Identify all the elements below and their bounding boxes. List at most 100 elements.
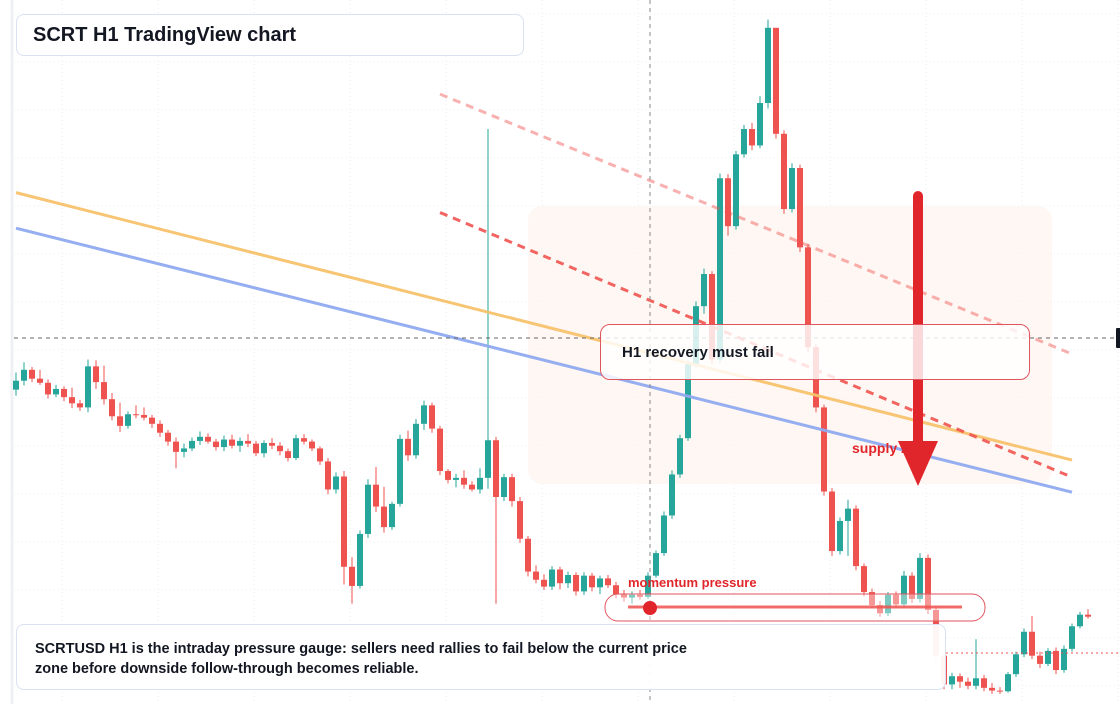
candle — [141, 407, 147, 421]
candle — [637, 590, 643, 600]
candle — [493, 436, 499, 604]
candle-body — [397, 438, 403, 504]
candle-body — [581, 575, 587, 592]
candle-body — [165, 432, 171, 442]
candle-body — [533, 571, 539, 580]
candle-body — [269, 442, 275, 446]
candle-body — [525, 538, 531, 572]
candle-body — [109, 399, 115, 417]
candle-body — [117, 416, 123, 426]
candle-body — [1085, 614, 1091, 617]
candle — [325, 458, 331, 495]
candle-body — [133, 414, 139, 416]
candle-body — [157, 423, 163, 433]
candle-body — [741, 129, 747, 155]
candle — [205, 433, 211, 444]
candle — [317, 446, 323, 465]
candle — [197, 431, 203, 446]
candle-body — [981, 678, 987, 688]
candle — [77, 399, 83, 411]
candle-body — [973, 678, 979, 686]
candle — [1037, 651, 1043, 669]
gauge-dot-icon — [643, 601, 657, 615]
candle-body — [1053, 650, 1059, 671]
candle-body — [141, 414, 147, 418]
candle — [573, 572, 579, 596]
candle-body — [789, 168, 795, 210]
candle — [821, 404, 827, 496]
candle — [669, 470, 675, 519]
candle-body — [645, 575, 651, 597]
candle-body — [989, 687, 995, 691]
candle-body — [893, 594, 899, 605]
candle — [125, 411, 131, 429]
candle — [101, 365, 107, 405]
candle — [269, 438, 275, 450]
candle-body — [69, 397, 75, 404]
candle — [789, 163, 795, 213]
candle-body — [125, 414, 131, 426]
candle — [61, 386, 67, 402]
candle-body — [565, 574, 571, 584]
candle-body — [1021, 631, 1027, 655]
candle-body — [253, 443, 259, 454]
candle — [405, 430, 411, 461]
candle — [741, 124, 747, 158]
candle — [213, 438, 219, 451]
recovery-callout: H1 recovery must fail — [600, 324, 1030, 380]
candle — [53, 384, 59, 398]
candle-body — [629, 594, 635, 598]
candle — [597, 575, 603, 595]
candle-body — [445, 471, 451, 480]
candle-body — [605, 578, 611, 586]
candle — [973, 639, 979, 690]
candle — [181, 443, 187, 458]
candle — [701, 268, 707, 314]
candle-body — [453, 477, 459, 480]
candle-body — [925, 557, 931, 610]
candle — [437, 425, 443, 476]
candle — [877, 600, 883, 617]
candle — [29, 367, 35, 383]
candle — [13, 372, 19, 396]
candle — [829, 488, 835, 556]
candle — [37, 369, 43, 385]
chart-title: SCRT H1 TradingView chart — [33, 23, 297, 46]
candle — [1085, 609, 1091, 619]
momentum-pressure-label: momentum pressure — [628, 575, 757, 590]
candle-body — [821, 407, 827, 492]
candle — [525, 535, 531, 577]
candle — [365, 479, 371, 539]
candle-body — [749, 129, 755, 146]
candle-body — [341, 476, 347, 567]
candle — [45, 379, 51, 399]
candle — [749, 122, 755, 151]
candle-body — [261, 442, 267, 454]
candle-body — [389, 503, 395, 528]
candle — [397, 434, 403, 507]
candle — [461, 470, 467, 489]
candle — [1029, 616, 1035, 660]
candle — [869, 588, 875, 609]
candle-body — [53, 388, 59, 395]
candle-body — [781, 133, 787, 210]
candle — [565, 571, 571, 588]
candle-body — [733, 154, 739, 227]
candle-body — [1069, 626, 1075, 649]
candle-body — [429, 405, 435, 429]
moving-average-line — [15, 226, 1073, 494]
candle-body — [677, 438, 683, 475]
candle — [173, 437, 179, 469]
candle — [989, 683, 995, 694]
candle — [613, 581, 619, 599]
candle — [253, 440, 259, 456]
candle — [509, 473, 515, 507]
candle-body — [285, 451, 291, 459]
candle-body — [1037, 655, 1043, 664]
candle — [285, 448, 291, 462]
candle-body — [757, 103, 763, 146]
candle-body — [773, 27, 779, 134]
candle-body — [549, 569, 555, 587]
candle — [445, 468, 451, 484]
candle — [925, 554, 931, 614]
